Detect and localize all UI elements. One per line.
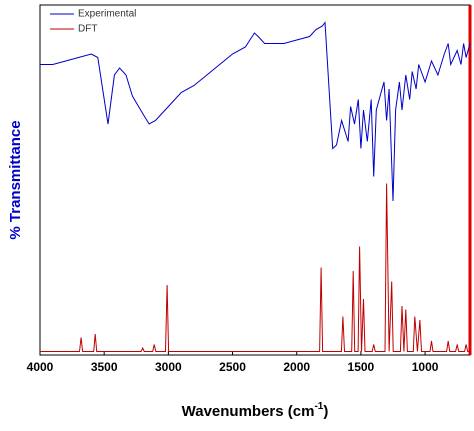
x-tick-label: 2500 — [219, 360, 246, 374]
x-tick-label: 1500 — [348, 360, 375, 374]
x-tick-label: 3500 — [91, 360, 118, 374]
x-tick-label: 3000 — [155, 360, 182, 374]
x-axis-label-end: ) — [323, 403, 328, 420]
x-tick-label: 1000 — [412, 360, 439, 374]
y-axis-label: % Transmittance — [7, 120, 24, 239]
legend-label: DFT — [78, 24, 97, 35]
x-tick-label: 4000 — [27, 360, 54, 374]
spectrum-line — [40, 21, 471, 202]
x-axis-label-text: Wavenumbers (cm — [182, 403, 315, 420]
plot-frame — [39, 4, 471, 356]
legend-label: Experimental — [78, 9, 136, 20]
spectrum-line — [40, 183, 470, 352]
x-axis-label: Wavenumbers (cm-1) — [182, 401, 329, 420]
x-tick-label: 2000 — [283, 360, 310, 374]
x-axis-label-sup: -1 — [314, 401, 323, 412]
